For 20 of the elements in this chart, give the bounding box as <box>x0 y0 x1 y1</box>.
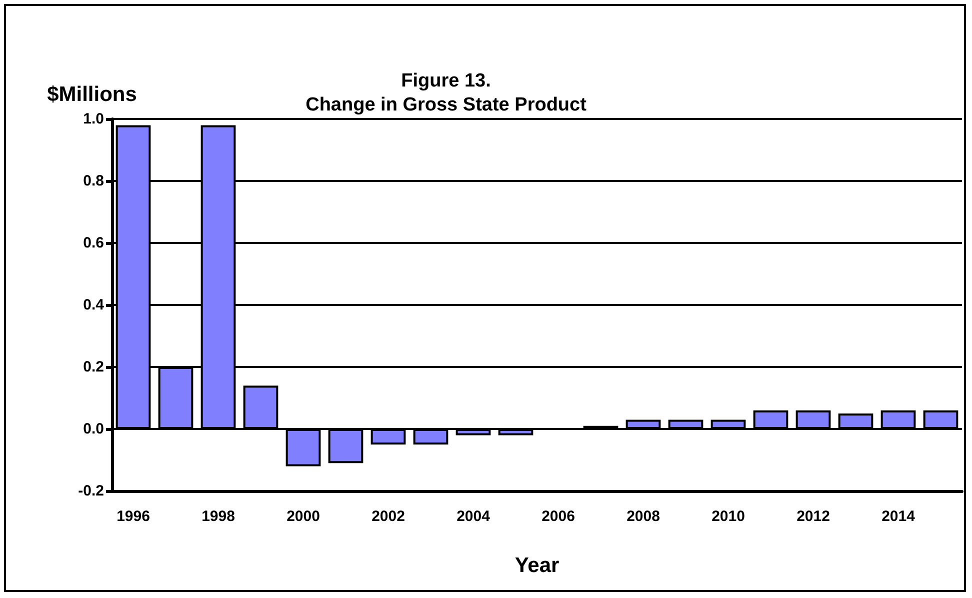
x-tick-label: 1996 <box>116 508 150 525</box>
x-tick-label: 2014 <box>882 508 916 525</box>
x-tick-label: 2008 <box>626 508 660 525</box>
x-tick-label: 2002 <box>372 508 405 525</box>
chart-title: Figure 13. Change in Gross State Product <box>306 70 588 116</box>
y-tick-label: 0.2 <box>83 358 104 376</box>
y-tick-label: 0.8 <box>83 172 104 190</box>
y-tick-label: 1.0 <box>83 110 104 128</box>
x-tick-label: 2012 <box>796 508 830 525</box>
x-tick-label: 1998 <box>202 508 235 525</box>
x-tick-label: 2004 <box>456 508 491 525</box>
x-tick-label: 2010 <box>712 508 745 525</box>
x-axis-title: Year <box>514 554 560 577</box>
y-tick-label: 0.0 <box>83 420 104 438</box>
y-axis-title: $Millions <box>47 83 137 106</box>
x-tick-label: 2000 <box>286 508 320 525</box>
y-tick-label: 0.4 <box>83 296 105 314</box>
y-tick-label: -0.2 <box>78 482 104 500</box>
x-tick-label: 2006 <box>542 508 575 525</box>
y-tick-label: 0.6 <box>83 234 104 252</box>
